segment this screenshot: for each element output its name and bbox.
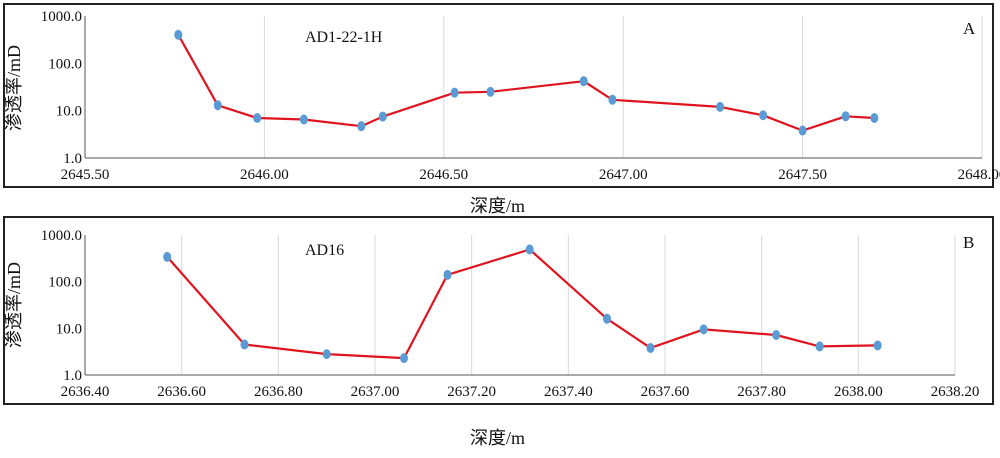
x-axis-title-b: 深度/m bbox=[470, 428, 526, 448]
x-tick-label: 2637.40 bbox=[544, 384, 593, 400]
data-point bbox=[608, 94, 617, 105]
chart-b: 2636.40 2636.60 2636.80 2637.00 2637.20 2637.… bbox=[4, 228, 979, 400]
data-point bbox=[213, 100, 222, 111]
y-axis-title: 渗透率/mD bbox=[4, 262, 24, 348]
x-tick-label: 2637.60 bbox=[641, 384, 690, 400]
data-point bbox=[322, 349, 331, 360]
x-tick-label: 2647.50 bbox=[778, 167, 827, 183]
data-point bbox=[357, 121, 366, 132]
data-point bbox=[163, 251, 172, 262]
data-point bbox=[870, 112, 879, 123]
x-tick-label: 2636.80 bbox=[254, 384, 303, 400]
y-tick-label: 10.0 bbox=[56, 104, 82, 120]
y-tick-label: 1000.0 bbox=[41, 9, 82, 25]
data-point bbox=[716, 101, 725, 112]
chart-panel-b bbox=[3, 216, 994, 405]
data-point bbox=[603, 313, 611, 324]
x-tick-label: 2646.00 bbox=[240, 167, 289, 183]
x-tick-label: 2637.20 bbox=[447, 384, 496, 400]
x-tick-label: 2645.50 bbox=[61, 167, 110, 183]
data-point bbox=[240, 339, 249, 350]
data-point bbox=[759, 110, 768, 121]
data-point bbox=[646, 342, 655, 353]
series-line bbox=[166, 248, 878, 360]
x-axis-title-a: 深度/m bbox=[470, 196, 526, 216]
panel-letter: B bbox=[963, 233, 974, 252]
series-line bbox=[177, 34, 875, 132]
x-tick-label: 2638.00 bbox=[834, 384, 883, 400]
y-tick-label: 10.0 bbox=[56, 321, 82, 337]
y-axis-title: 渗透率/mD bbox=[4, 45, 24, 131]
y-tick-label: 1000.0 bbox=[41, 228, 82, 244]
data-point bbox=[815, 341, 824, 352]
x-tick-label: 2636.60 bbox=[157, 384, 206, 400]
panel-letter: A bbox=[963, 19, 976, 38]
data-point bbox=[378, 111, 387, 122]
data-point bbox=[798, 125, 807, 136]
y-tick-label: 100.0 bbox=[48, 56, 82, 72]
data-point bbox=[174, 29, 183, 40]
data-point bbox=[299, 114, 308, 125]
well-annotation: AD16 bbox=[305, 242, 344, 259]
chart-a: 2645.50 2646.00 2646.50 2647.00 2647.50 2648.… bbox=[4, 9, 1000, 183]
x-tick-label: 2637.00 bbox=[351, 384, 400, 400]
y-tick-label: 1.0 bbox=[63, 368, 82, 384]
y-tick-label: 100.0 bbox=[48, 275, 82, 291]
x-tick-label: 2648.00 bbox=[958, 167, 1000, 183]
data-point bbox=[841, 111, 850, 122]
data-point bbox=[486, 86, 495, 97]
well-annotation: AD1-22-1H bbox=[305, 29, 383, 46]
y-tick-label: 1.0 bbox=[63, 151, 82, 167]
x-tick-label: 2637.80 bbox=[737, 384, 786, 400]
data-point bbox=[450, 87, 459, 98]
x-tick-label: 2638.20 bbox=[931, 384, 980, 400]
data-point bbox=[579, 76, 588, 87]
x-tick-label: 2646.50 bbox=[419, 167, 468, 183]
data-point bbox=[525, 244, 534, 255]
data-point bbox=[772, 329, 781, 340]
data-point bbox=[253, 112, 262, 123]
x-tick-label: 2647.00 bbox=[599, 167, 648, 183]
data-point bbox=[400, 353, 408, 364]
data-point bbox=[443, 269, 452, 280]
data-point bbox=[699, 324, 708, 335]
x-tick-label: 2636.40 bbox=[61, 384, 110, 400]
chart-panel-a bbox=[3, 3, 994, 188]
data-point bbox=[873, 340, 882, 351]
